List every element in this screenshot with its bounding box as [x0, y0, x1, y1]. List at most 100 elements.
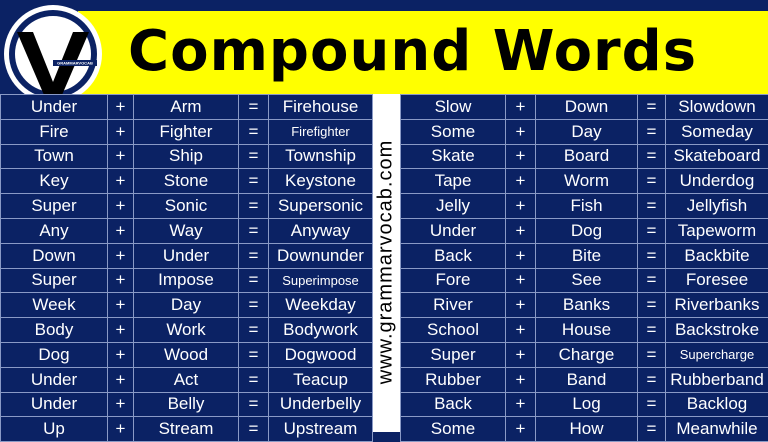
compound-word: Someday: [666, 119, 768, 144]
second-word: Band: [536, 367, 638, 392]
first-word: Rubber: [401, 367, 506, 392]
second-word: Impose: [134, 268, 239, 293]
equals-sign: =: [638, 318, 666, 343]
second-word: Log: [536, 392, 638, 417]
table-row: Up+Stream=Upstream: [1, 417, 373, 442]
equals-sign: =: [239, 218, 269, 243]
compound-word: Underbelly: [269, 392, 373, 417]
second-word: Sonic: [134, 194, 239, 219]
compound-word: Skateboard: [666, 144, 768, 169]
plus-sign: +: [108, 144, 134, 169]
table-row: Super+Charge=Supercharge: [401, 342, 768, 367]
plus-sign: +: [506, 119, 536, 144]
equals-sign: =: [638, 392, 666, 417]
second-word: Day: [536, 119, 638, 144]
first-word: Town: [1, 144, 108, 169]
equals-sign: =: [239, 268, 269, 293]
compound-word: Backlog: [666, 392, 768, 417]
table-row: Some+Day=Someday: [401, 119, 768, 144]
plus-sign: +: [506, 95, 536, 120]
plus-sign: +: [108, 293, 134, 318]
table-row: Key+Stone=Keystone: [1, 169, 373, 194]
second-word: House: [536, 318, 638, 343]
plus-sign: +: [506, 194, 536, 219]
plus-sign: +: [108, 367, 134, 392]
compound-word: Slowdown: [666, 95, 768, 120]
plus-sign: +: [108, 194, 134, 219]
compound-word: Downunder: [269, 243, 373, 268]
compound-word: Teacup: [269, 367, 373, 392]
equals-sign: =: [239, 243, 269, 268]
compound-word: Township: [269, 144, 373, 169]
first-word: Key: [1, 169, 108, 194]
equals-sign: =: [638, 218, 666, 243]
first-word: Up: [1, 417, 108, 442]
plus-sign: +: [506, 218, 536, 243]
equals-sign: =: [239, 95, 269, 120]
equals-sign: =: [638, 268, 666, 293]
compound-word: Dogwood: [269, 342, 373, 367]
table-row: Under+Arm=Firehouse: [1, 95, 373, 120]
plus-sign: +: [506, 243, 536, 268]
first-word: Super: [1, 194, 108, 219]
second-word: Under: [134, 243, 239, 268]
equals-sign: =: [239, 169, 269, 194]
equals-sign: =: [239, 342, 269, 367]
equals-sign: =: [638, 293, 666, 318]
compound-word: Backstroke: [666, 318, 768, 343]
second-word: Fighter: [134, 119, 239, 144]
table-row: Jelly+Fish=Jellyfish: [401, 194, 768, 219]
table-row: Back+Log=Backlog: [401, 392, 768, 417]
second-word: Down: [536, 95, 638, 120]
compound-word: Firehouse: [269, 95, 373, 120]
first-word: Down: [1, 243, 108, 268]
equals-sign: =: [638, 144, 666, 169]
equals-sign: =: [638, 95, 666, 120]
compound-word: Riverbanks: [666, 293, 768, 318]
equals-sign: =: [239, 144, 269, 169]
table-row: Back+Bite=Backbite: [401, 243, 768, 268]
table-row: Down+Under=Downunder: [1, 243, 373, 268]
plus-sign: +: [108, 392, 134, 417]
equals-sign: =: [638, 342, 666, 367]
first-word: Slow: [401, 95, 506, 120]
plus-sign: +: [108, 342, 134, 367]
second-word: Board: [536, 144, 638, 169]
second-word: Arm: [134, 95, 239, 120]
second-word: See: [536, 268, 638, 293]
table-row: Under+Dog=Tapeworm: [401, 218, 768, 243]
equals-sign: =: [239, 119, 269, 144]
table-row: Any+Way=Anyway: [1, 218, 373, 243]
equals-sign: =: [638, 169, 666, 194]
table-row: Under+Belly=Underbelly: [1, 392, 373, 417]
first-word: Skate: [401, 144, 506, 169]
equals-sign: =: [638, 194, 666, 219]
plus-sign: +: [506, 342, 536, 367]
plus-sign: +: [506, 268, 536, 293]
table-row: Dog+Wood=Dogwood: [1, 342, 373, 367]
second-word: Bite: [536, 243, 638, 268]
equals-sign: =: [638, 119, 666, 144]
first-word: Back: [401, 243, 506, 268]
plus-sign: +: [108, 218, 134, 243]
plus-sign: +: [506, 144, 536, 169]
equals-sign: =: [638, 367, 666, 392]
second-word: Charge: [536, 342, 638, 367]
compound-word: Underdog: [666, 169, 768, 194]
table-row: Fire+Fighter=Firefighter: [1, 119, 373, 144]
compound-word: Meanwhile: [666, 417, 768, 442]
table-row: Super+Sonic=Supersonic: [1, 194, 373, 219]
compound-word: Bodywork: [269, 318, 373, 343]
grammarvocab-logo-icon: GRAMMARVOCAB: [3, 4, 103, 104]
website-watermark: www.grammarvocab.com: [375, 140, 398, 385]
plus-sign: +: [108, 119, 134, 144]
second-word: Fish: [536, 194, 638, 219]
plus-sign: +: [108, 417, 134, 442]
first-word: Jelly: [401, 194, 506, 219]
first-word: Super: [1, 268, 108, 293]
compound-word: Supercharge: [666, 342, 768, 367]
first-word: Week: [1, 293, 108, 318]
second-word: How: [536, 417, 638, 442]
second-word: Act: [134, 367, 239, 392]
